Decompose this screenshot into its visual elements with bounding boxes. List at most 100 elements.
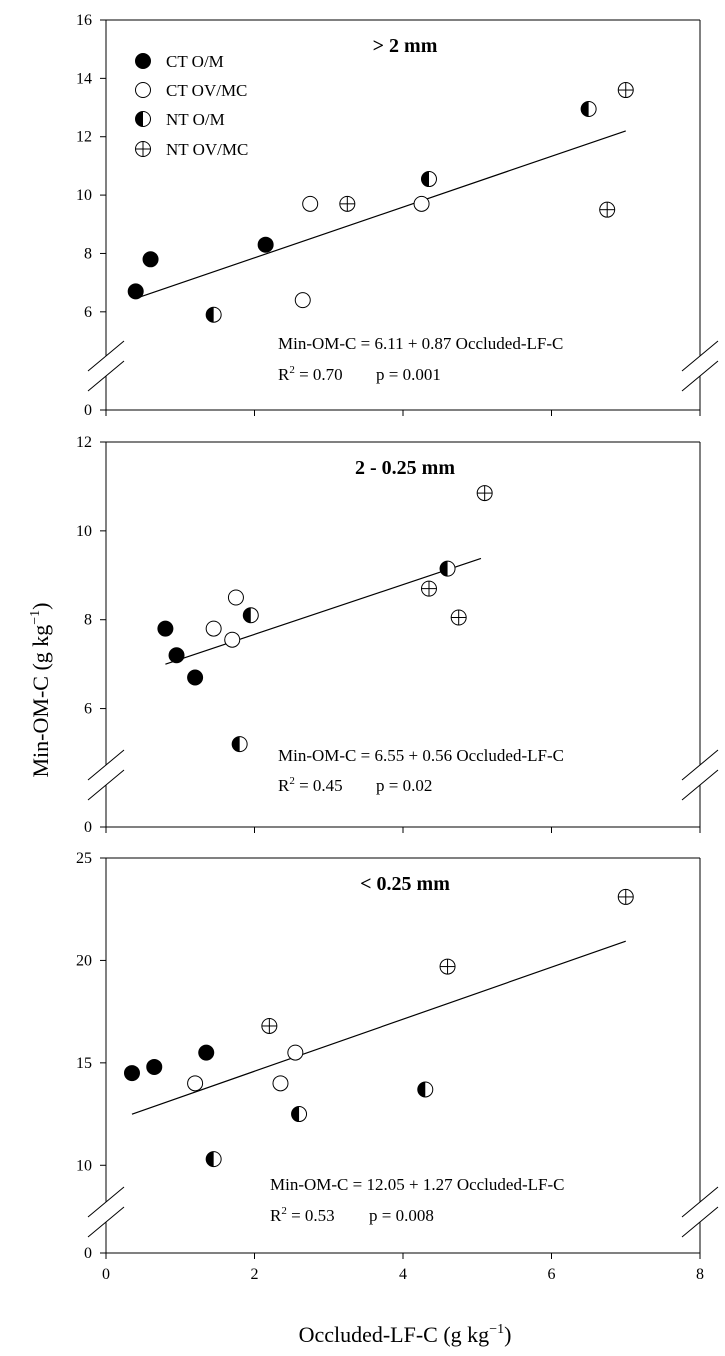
- regression-equation: Min-OM-C = 6.55 + 0.56 Occluded-LF-C: [278, 746, 564, 765]
- data-point: [617, 82, 634, 99]
- legend-label-nt-ovmc: NT OV/MC: [166, 140, 248, 159]
- axis-break-mark-left: [87, 769, 125, 801]
- x-axis-title: Occluded-LF-C (g kg−1): [299, 1322, 512, 1347]
- data-point: [224, 631, 241, 648]
- x-axis-title-sup: −1: [489, 1322, 504, 1337]
- axis-break-mark-right: [681, 1206, 719, 1238]
- p-value: p = 0.001: [376, 365, 441, 384]
- legend: CT O/M CT OV/MC NT O/M NT OV/MC: [135, 52, 248, 159]
- axis-break-mark-right: [681, 1186, 719, 1218]
- data-point: [439, 560, 456, 577]
- axis-break-mark-left: [87, 340, 125, 372]
- data-point: [227, 589, 244, 606]
- axis-break-mark-right: [681, 769, 719, 801]
- legend-marker: [135, 82, 151, 98]
- data-point: [242, 607, 259, 624]
- panel-gt-2mm: > 2 mm Min-OM-C = 6.11 + 0.87 Occluded-L…: [76, 12, 719, 419]
- panel-2-0.25mm: 2 - 0.25 mm Min-OM-C = 6.55 + 0.56 Occlu…: [76, 434, 719, 836]
- legend-marker: [135, 53, 151, 69]
- y-tick-label: 0: [84, 819, 92, 836]
- r-squared-value: = 0.70: [295, 365, 343, 384]
- axis-break-mark-right: [681, 749, 719, 781]
- r-squared-label: R: [278, 776, 290, 795]
- p-value: p = 0.02: [376, 776, 432, 795]
- y-tick-label: 12: [76, 434, 92, 451]
- regression-stats: R2 = 0.53 p = 0.008: [270, 1205, 434, 1225]
- data-point: [127, 283, 144, 300]
- x-axis-title-close: ): [504, 1322, 511, 1347]
- panel-title: 2 - 0.25 mm: [355, 457, 455, 479]
- legend-label-ct-ovmc: CT OV/MC: [166, 81, 247, 100]
- regression-equation: Min-OM-C = 12.05 + 1.27 Occluded-LF-C: [270, 1175, 564, 1194]
- data-point: [294, 292, 311, 309]
- data-point: [142, 251, 159, 268]
- panel-title: < 0.25 mm: [360, 873, 450, 895]
- r-squared-label: R: [270, 1206, 282, 1225]
- x-tick-label: 2: [251, 1266, 259, 1283]
- y-tick-label: 0: [84, 402, 92, 419]
- r-squared-sup: 2: [289, 775, 295, 787]
- data-point: [187, 1075, 204, 1092]
- y-tick-label: 8: [84, 612, 92, 629]
- r-squared-sup: 2: [281, 1205, 287, 1217]
- axis-break-mark-left: [87, 749, 125, 781]
- data-point: [420, 580, 437, 597]
- y-tick-label: 25: [76, 850, 92, 867]
- data-point: [420, 171, 437, 188]
- y-axis-title: Min-OM-C (g kg−1): [28, 602, 53, 777]
- axis-break-mark-left: [87, 360, 125, 392]
- regression-stats: R2 = 0.45 p = 0.02: [278, 775, 432, 795]
- data-point: [187, 669, 204, 686]
- data-point: [291, 1106, 308, 1123]
- r-squared-value: = 0.45: [295, 776, 343, 795]
- data-point: [339, 195, 356, 212]
- data-point: [417, 1081, 434, 1098]
- y-axis-title-close: ): [28, 602, 53, 609]
- legend-marker: [135, 111, 151, 127]
- legend-label-ct-om: CT O/M: [166, 52, 224, 71]
- data-point: [198, 1044, 215, 1061]
- data-point: [439, 958, 456, 975]
- axis-break-mark-left: [87, 1206, 125, 1238]
- y-tick-label: 12: [76, 129, 92, 146]
- data-point: [413, 195, 430, 212]
- data-point: [287, 1044, 304, 1061]
- data-point: [146, 1058, 163, 1075]
- y-tick-label: 10: [76, 523, 92, 540]
- y-tick-label: 14: [76, 70, 92, 87]
- y-axis-title-sup: −1: [28, 610, 43, 625]
- data-point: [205, 306, 222, 323]
- data-point: [157, 620, 174, 637]
- x-tick-label: 4: [399, 1266, 407, 1283]
- y-tick-label: 0: [84, 1245, 92, 1262]
- axis-break-mark-right: [681, 360, 719, 392]
- regression-line: [165, 557, 482, 665]
- axis-break-mark-left: [87, 1186, 125, 1218]
- data-point: [302, 195, 319, 212]
- y-tick-label: 8: [84, 245, 92, 262]
- data-point: [257, 236, 274, 253]
- data-point: [261, 1017, 278, 1034]
- data-point: [205, 1151, 222, 1168]
- y-tick-label: 6: [84, 701, 92, 718]
- x-tick-label: 8: [696, 1266, 704, 1283]
- legend-marker: [135, 141, 151, 157]
- data-point: [476, 485, 493, 502]
- data-point: [450, 609, 467, 626]
- y-tick-label: 10: [76, 1157, 92, 1174]
- regression-stats: R2 = 0.70 p = 0.001: [278, 364, 441, 384]
- x-tick-label: 6: [548, 1266, 556, 1283]
- panel-title: > 2 mm: [373, 35, 438, 57]
- r-squared-value: = 0.53: [287, 1206, 335, 1225]
- legend-label-nt-om: NT O/M: [166, 110, 225, 129]
- y-tick-label: 10: [76, 187, 92, 204]
- data-point: [168, 647, 185, 664]
- x-axis-title-text: Occluded-LF-C (g kg: [299, 1322, 490, 1347]
- y-tick-label: 6: [84, 304, 92, 321]
- panel-lt-0.25mm: < 0.25 mm Min-OM-C = 12.05 + 1.27 Occlud…: [76, 850, 719, 1283]
- data-point: [617, 888, 634, 905]
- y-tick-label: 20: [76, 952, 92, 969]
- y-tick-label: 15: [76, 1055, 92, 1072]
- r-squared-label: R: [278, 365, 290, 384]
